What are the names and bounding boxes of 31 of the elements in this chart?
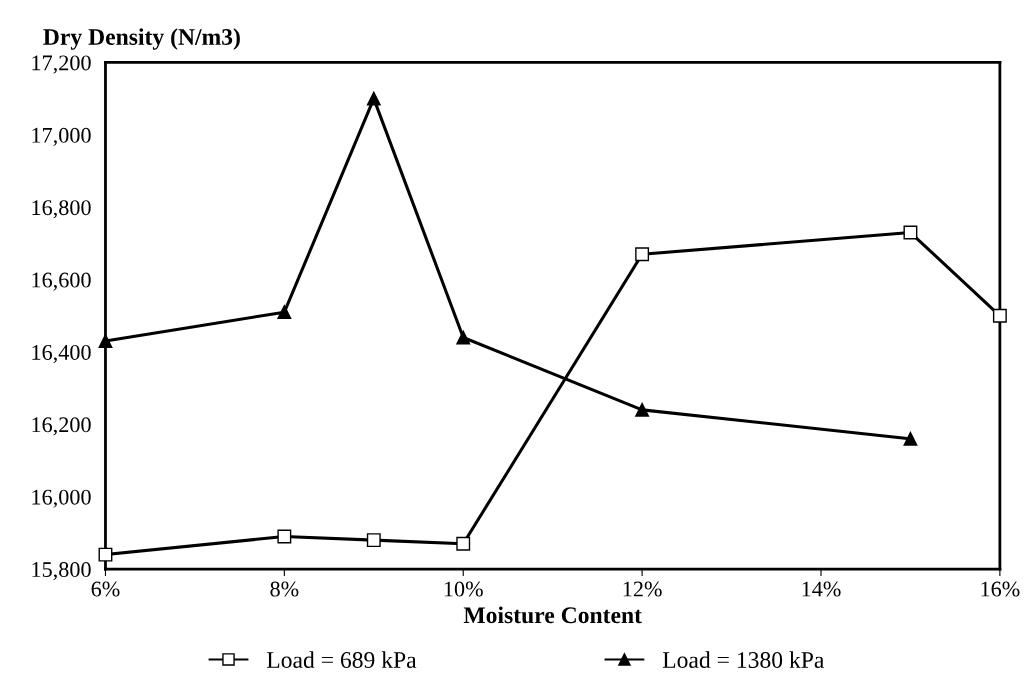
x-tick-label: 14% [802,581,841,597]
x-axis-title: Moisture Content [463,606,642,624]
point [277,305,292,320]
point [98,334,113,349]
legend-label: Load = 689 kPa [266,651,417,668]
y-tick-label: 16,400 [32,344,91,364]
point [903,431,918,446]
y-tick-label: 16,800 [32,200,91,219]
point [277,529,292,544]
x-tick-label: 8% [270,581,299,597]
y-axis-title: Dry Density (N/m3) [43,28,240,50]
point [456,536,471,551]
point [635,247,650,262]
x-tick-label: 12% [623,581,662,597]
point [456,330,471,345]
y-tick-label: 17,000 [32,127,91,146]
y-tick-label: 17,200 [32,55,91,74]
point [366,91,381,106]
x-tick-label: 16% [981,581,1020,597]
y-tick-label: 16,200 [32,417,91,436]
point [992,308,1007,323]
point [366,533,381,548]
point [903,225,918,240]
y-tick-label: 16,000 [32,489,91,508]
legend-label: Load = 1380 kPa [662,651,825,668]
x-tick-label: 10% [444,581,483,597]
y-tick-label: 16,600 [32,272,91,291]
point [98,547,113,562]
point [635,402,650,417]
y-tick-label: 15,800 [32,562,91,581]
x-tick-label: 6% [91,581,120,597]
